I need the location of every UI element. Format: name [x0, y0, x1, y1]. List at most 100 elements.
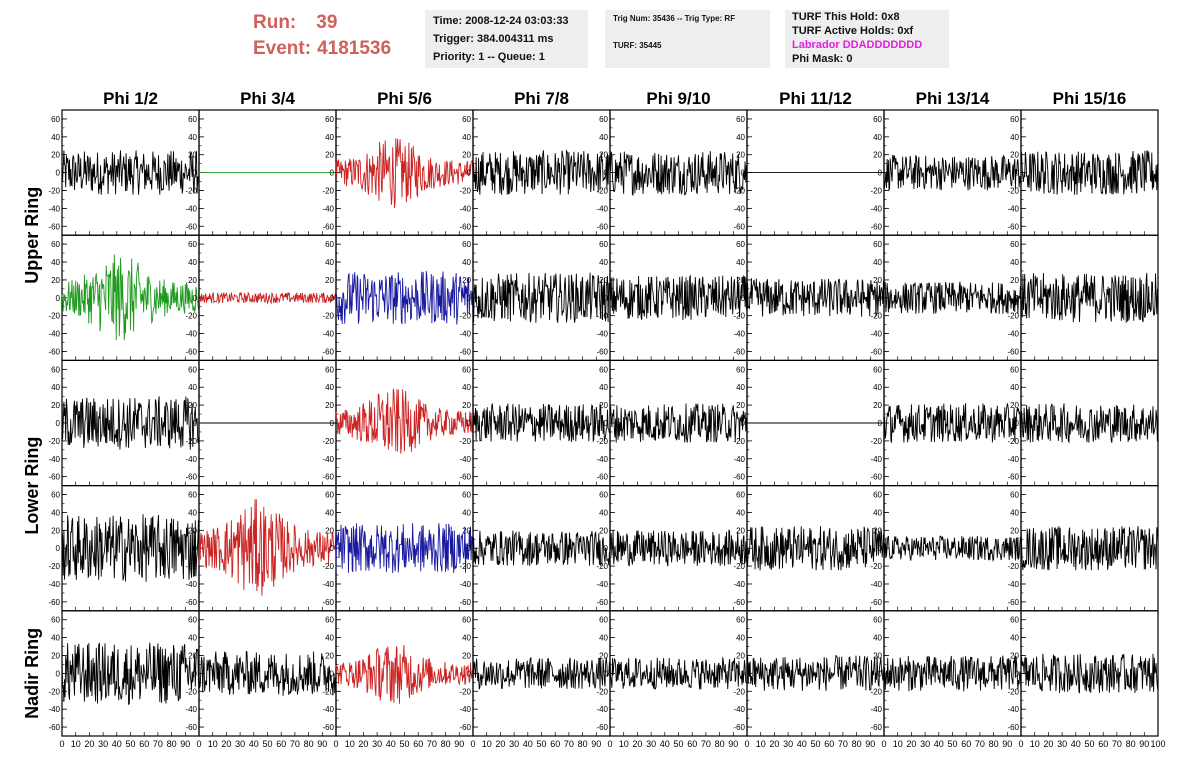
y-tick-label: 20 — [462, 151, 471, 160]
y-tick-label: -60 — [459, 473, 471, 482]
y-tick-label: -40 — [322, 204, 334, 213]
waveform-panel: -60 -40 -20 0 20 40 60 — [322, 610, 474, 737]
y-tick-label: -20 — [596, 437, 608, 446]
x-tick-label: 10 — [619, 739, 629, 749]
y-tick-label: -20 — [322, 312, 334, 321]
x-tick-label: 50 — [125, 739, 135, 749]
y-tick-label: 40 — [736, 634, 745, 643]
y-tick-label: 40 — [736, 383, 745, 392]
x-tick-label: 60 — [824, 739, 834, 749]
waveform-panel: -60 -40 -20 0 20 40 60 — [870, 485, 1022, 612]
y-tick-label: -20 — [870, 562, 882, 571]
waveform-panel: -60 -40 -20 0 20 40 60 — [733, 359, 885, 487]
waveform-panel: -60 -40 -20 0 20 40 60 — [733, 109, 885, 236]
y-tick-label: 40 — [599, 258, 608, 267]
x-tick-label: 50 — [536, 739, 546, 749]
y-tick-label: 20 — [325, 401, 334, 410]
y-tick-label: 60 — [599, 491, 608, 500]
x-tick-label: 80 — [441, 739, 451, 749]
x-tick-label: 60 — [961, 739, 971, 749]
y-tick-label: -40 — [1007, 455, 1019, 464]
trig-num-text: Trig Num: 35436 -- Trig Type: RF — [613, 14, 736, 23]
waveform-trace — [472, 403, 611, 443]
y-tick-label: -60 — [1007, 347, 1019, 356]
y-tick-label: 20 — [188, 151, 197, 160]
y-tick-label: 40 — [325, 634, 334, 643]
waveform-trace — [609, 657, 748, 690]
waveform-panel: -60 -40 -20 0 20 40 60 — [733, 485, 885, 612]
labrador-text: Labrador DDADDDDDDD — [792, 39, 923, 51]
x-tick-label: 40 — [660, 739, 670, 749]
x-tick-label: 40 — [386, 739, 396, 749]
y-tick-label: 20 — [736, 151, 745, 160]
y-tick-label: 60 — [599, 616, 608, 625]
y-tick-label: -40 — [733, 455, 745, 464]
phi-mask-text: Phi Mask: 0 — [792, 53, 853, 65]
y-tick-label: 40 — [188, 133, 197, 142]
waveform-trace — [472, 656, 611, 690]
y-tick-label: -40 — [459, 204, 471, 213]
y-tick-label: -40 — [185, 580, 197, 589]
y-tick-label: 40 — [736, 258, 745, 267]
y-tick-label: 0 — [1015, 169, 1020, 178]
y-tick-label: -60 — [48, 598, 60, 607]
x-tick-label: 20 — [358, 739, 368, 749]
y-tick-label: 20 — [51, 652, 60, 661]
y-tick-label: 60 — [599, 365, 608, 374]
y-tick-label: -20 — [48, 437, 60, 446]
run-row: Run: 39 — [253, 10, 391, 36]
y-tick-label: 40 — [188, 508, 197, 517]
y-tick-label: 20 — [51, 276, 60, 285]
y-tick-label: -60 — [322, 723, 334, 732]
x-tick-label: 90 — [865, 739, 875, 749]
x-tick-label: 30 — [920, 739, 930, 749]
y-tick-label: -60 — [322, 473, 334, 482]
y-tick-label: -20 — [185, 186, 197, 195]
y-tick-label: 0 — [56, 294, 61, 303]
y-tick-label: 60 — [873, 115, 882, 124]
waveform-panel: -60 -40 -20 0 20 40 60 — [870, 109, 1022, 236]
y-tick-label: 20 — [1010, 151, 1019, 160]
turf-text: TURF: 35445 — [613, 41, 662, 50]
y-tick-label: -60 — [596, 473, 608, 482]
y-tick-label: 0 — [878, 294, 883, 303]
y-tick-label: -40 — [870, 204, 882, 213]
waveform-trace — [472, 149, 611, 195]
y-tick-label: -20 — [459, 312, 471, 321]
waveform-panel: -60 -40 -20 0 20 40 60 — [1007, 234, 1159, 361]
y-tick-label: 40 — [736, 133, 745, 142]
waveform-trace — [609, 403, 748, 443]
y-tick-label: 0 — [741, 169, 746, 178]
y-tick-label: 60 — [51, 616, 60, 625]
y-tick-label: 40 — [462, 383, 471, 392]
y-tick-label: 20 — [736, 401, 745, 410]
y-tick-label: 40 — [599, 383, 608, 392]
y-tick-label: 0 — [467, 669, 472, 678]
y-tick-label: 40 — [325, 508, 334, 517]
ring-label: Upper Ring — [22, 187, 42, 284]
y-tick-label: -60 — [459, 723, 471, 732]
y-tick-label: -40 — [185, 204, 197, 213]
x-tick-label: 70 — [975, 739, 985, 749]
x-tick-label: 40 — [249, 739, 259, 749]
y-tick-label: 40 — [1010, 258, 1019, 267]
y-tick-label: -40 — [322, 705, 334, 714]
y-tick-label: 0 — [56, 419, 61, 428]
y-tick-label: 40 — [325, 133, 334, 142]
y-tick-label: -60 — [870, 347, 882, 356]
waveform-panel: -60 -40 -20 0 20 40 60 — [1007, 485, 1159, 612]
y-tick-label: 40 — [736, 508, 745, 517]
y-tick-label: 0 — [467, 294, 472, 303]
waveform-trace — [609, 274, 748, 321]
waveform-panel: -60 -40 -20 0 20 40 60 — [596, 485, 748, 612]
y-tick-label: -20 — [322, 687, 334, 696]
y-tick-label: 20 — [51, 401, 60, 410]
y-tick-label: -60 — [459, 222, 471, 231]
y-tick-label: 40 — [1010, 133, 1019, 142]
waveform-trace — [746, 278, 885, 318]
y-tick-label: 40 — [188, 634, 197, 643]
waveform-panel: -60 -40 -20 0 20 40 60 — [1007, 610, 1159, 737]
waveform-panel: -60 -40 -20 0 20 40 60 — [733, 234, 885, 361]
y-tick-label: -60 — [1007, 598, 1019, 607]
y-tick-label: 20 — [188, 652, 197, 661]
